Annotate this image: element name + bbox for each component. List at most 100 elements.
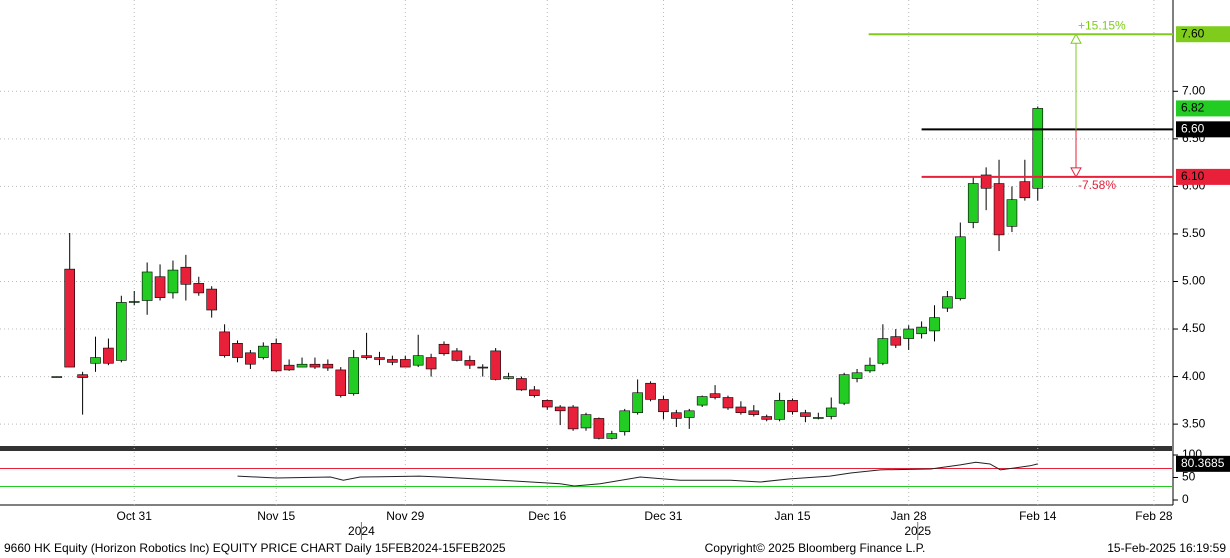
level-label-box [1176,26,1230,43]
footer-left: 9660 HK Equity (Horizon Robotics Inc) EQ… [4,541,506,555]
candle-body [593,418,605,439]
candle-body [580,414,592,429]
candle-body [722,397,734,409]
candle-body [438,343,450,355]
candle-body [787,400,798,413]
candle-body [529,389,540,396]
candle-body [51,376,63,378]
year-label: 2025 [904,524,931,538]
candle-body [1006,199,1018,227]
candle-body [658,399,669,413]
candle-body [309,363,321,368]
candle-body [761,416,773,420]
candle-body [735,406,747,414]
level-label: 6.60 [1181,122,1205,136]
y-tick-label: 5.50 [1182,226,1206,240]
x-tick-label: Dec 16 [528,509,566,523]
candle-body [955,236,966,299]
candle-body [838,374,850,404]
candle-body [361,355,372,358]
candle-body [180,266,192,285]
arrow-head [1070,33,1082,44]
x-tick-label: Nov 15 [257,509,295,523]
candle-body [903,328,914,339]
x-tick-label: Feb 14 [1019,509,1057,523]
candle-body [399,359,411,368]
y-tick-label: 0 [1182,492,1189,506]
candle-body [451,350,463,361]
candle-body [258,345,269,358]
candle-body [1019,181,1031,199]
candle-body [90,357,101,364]
x-tick-label: Jan 15 [775,509,811,523]
candle-body [851,372,863,379]
candle-body [541,400,553,408]
candle-body [374,357,385,360]
y-tick-label: 4.00 [1182,369,1206,383]
candle-body [103,347,114,364]
candle-body [645,382,656,400]
level-label: 6.10 [1181,169,1205,183]
candle-body [464,360,476,366]
candle-body [864,364,876,372]
x-tick-label: Nov 29 [386,509,424,523]
candle-body [709,393,721,398]
y-tick-label: 4.50 [1182,321,1206,335]
x-tick-label: Oct 31 [117,509,153,523]
x-tick-label: Jan 28 [891,509,927,523]
candle-body [296,363,308,368]
candle-body [245,352,256,365]
footer-center: Copyright© 2025 Bloomberg Finance L.P. [705,541,926,555]
y-tick-label: 5.00 [1182,274,1206,288]
rsi-label-box [1176,455,1230,472]
candle-body [774,400,785,420]
candle-body [993,183,1005,236]
candle-body [619,410,631,433]
candle-body [167,269,179,294]
rsi-label: 80.3685 [1181,456,1225,470]
candle-body [193,283,205,294]
candle-body [128,301,140,303]
candle-body [967,183,979,223]
candle-body [219,331,230,356]
candle-body [748,410,760,415]
candle-body [490,350,501,380]
candle-body [1032,108,1044,189]
level-label-box [1176,121,1230,138]
candle-body [877,338,889,364]
candle-body [335,369,347,396]
candle-body [890,336,902,346]
annotation: +15.15% [1078,18,1126,32]
candle-body [477,366,489,369]
rsi-line [237,461,1038,487]
candle-body [632,392,643,414]
candle-body [813,417,824,419]
year-label: 2024 [348,524,375,538]
candle-body [696,396,708,406]
arrow-head [1070,167,1082,178]
candle-body [567,406,579,430]
panel-separator [0,446,1172,451]
candle-body [141,271,153,301]
candle-body [206,288,217,311]
annotation: -7.58% [1078,178,1116,192]
candle-body [503,376,514,379]
candle-body [387,359,398,363]
candle-body [825,407,837,417]
candle-body [154,276,166,298]
last-price-box [1176,100,1230,117]
candle-body [283,364,295,371]
candle-body [116,302,127,361]
candle-body [942,296,953,309]
x-tick-label: Feb 28 [1135,509,1173,523]
x-tick-label: Dec 31 [644,509,682,523]
candle-body [916,326,927,335]
candle-body [412,355,424,366]
candle-body [683,410,695,418]
candle-body [64,268,76,368]
candle-body [425,357,437,370]
y-tick-label: 50 [1182,470,1196,484]
candle-body [322,363,334,369]
